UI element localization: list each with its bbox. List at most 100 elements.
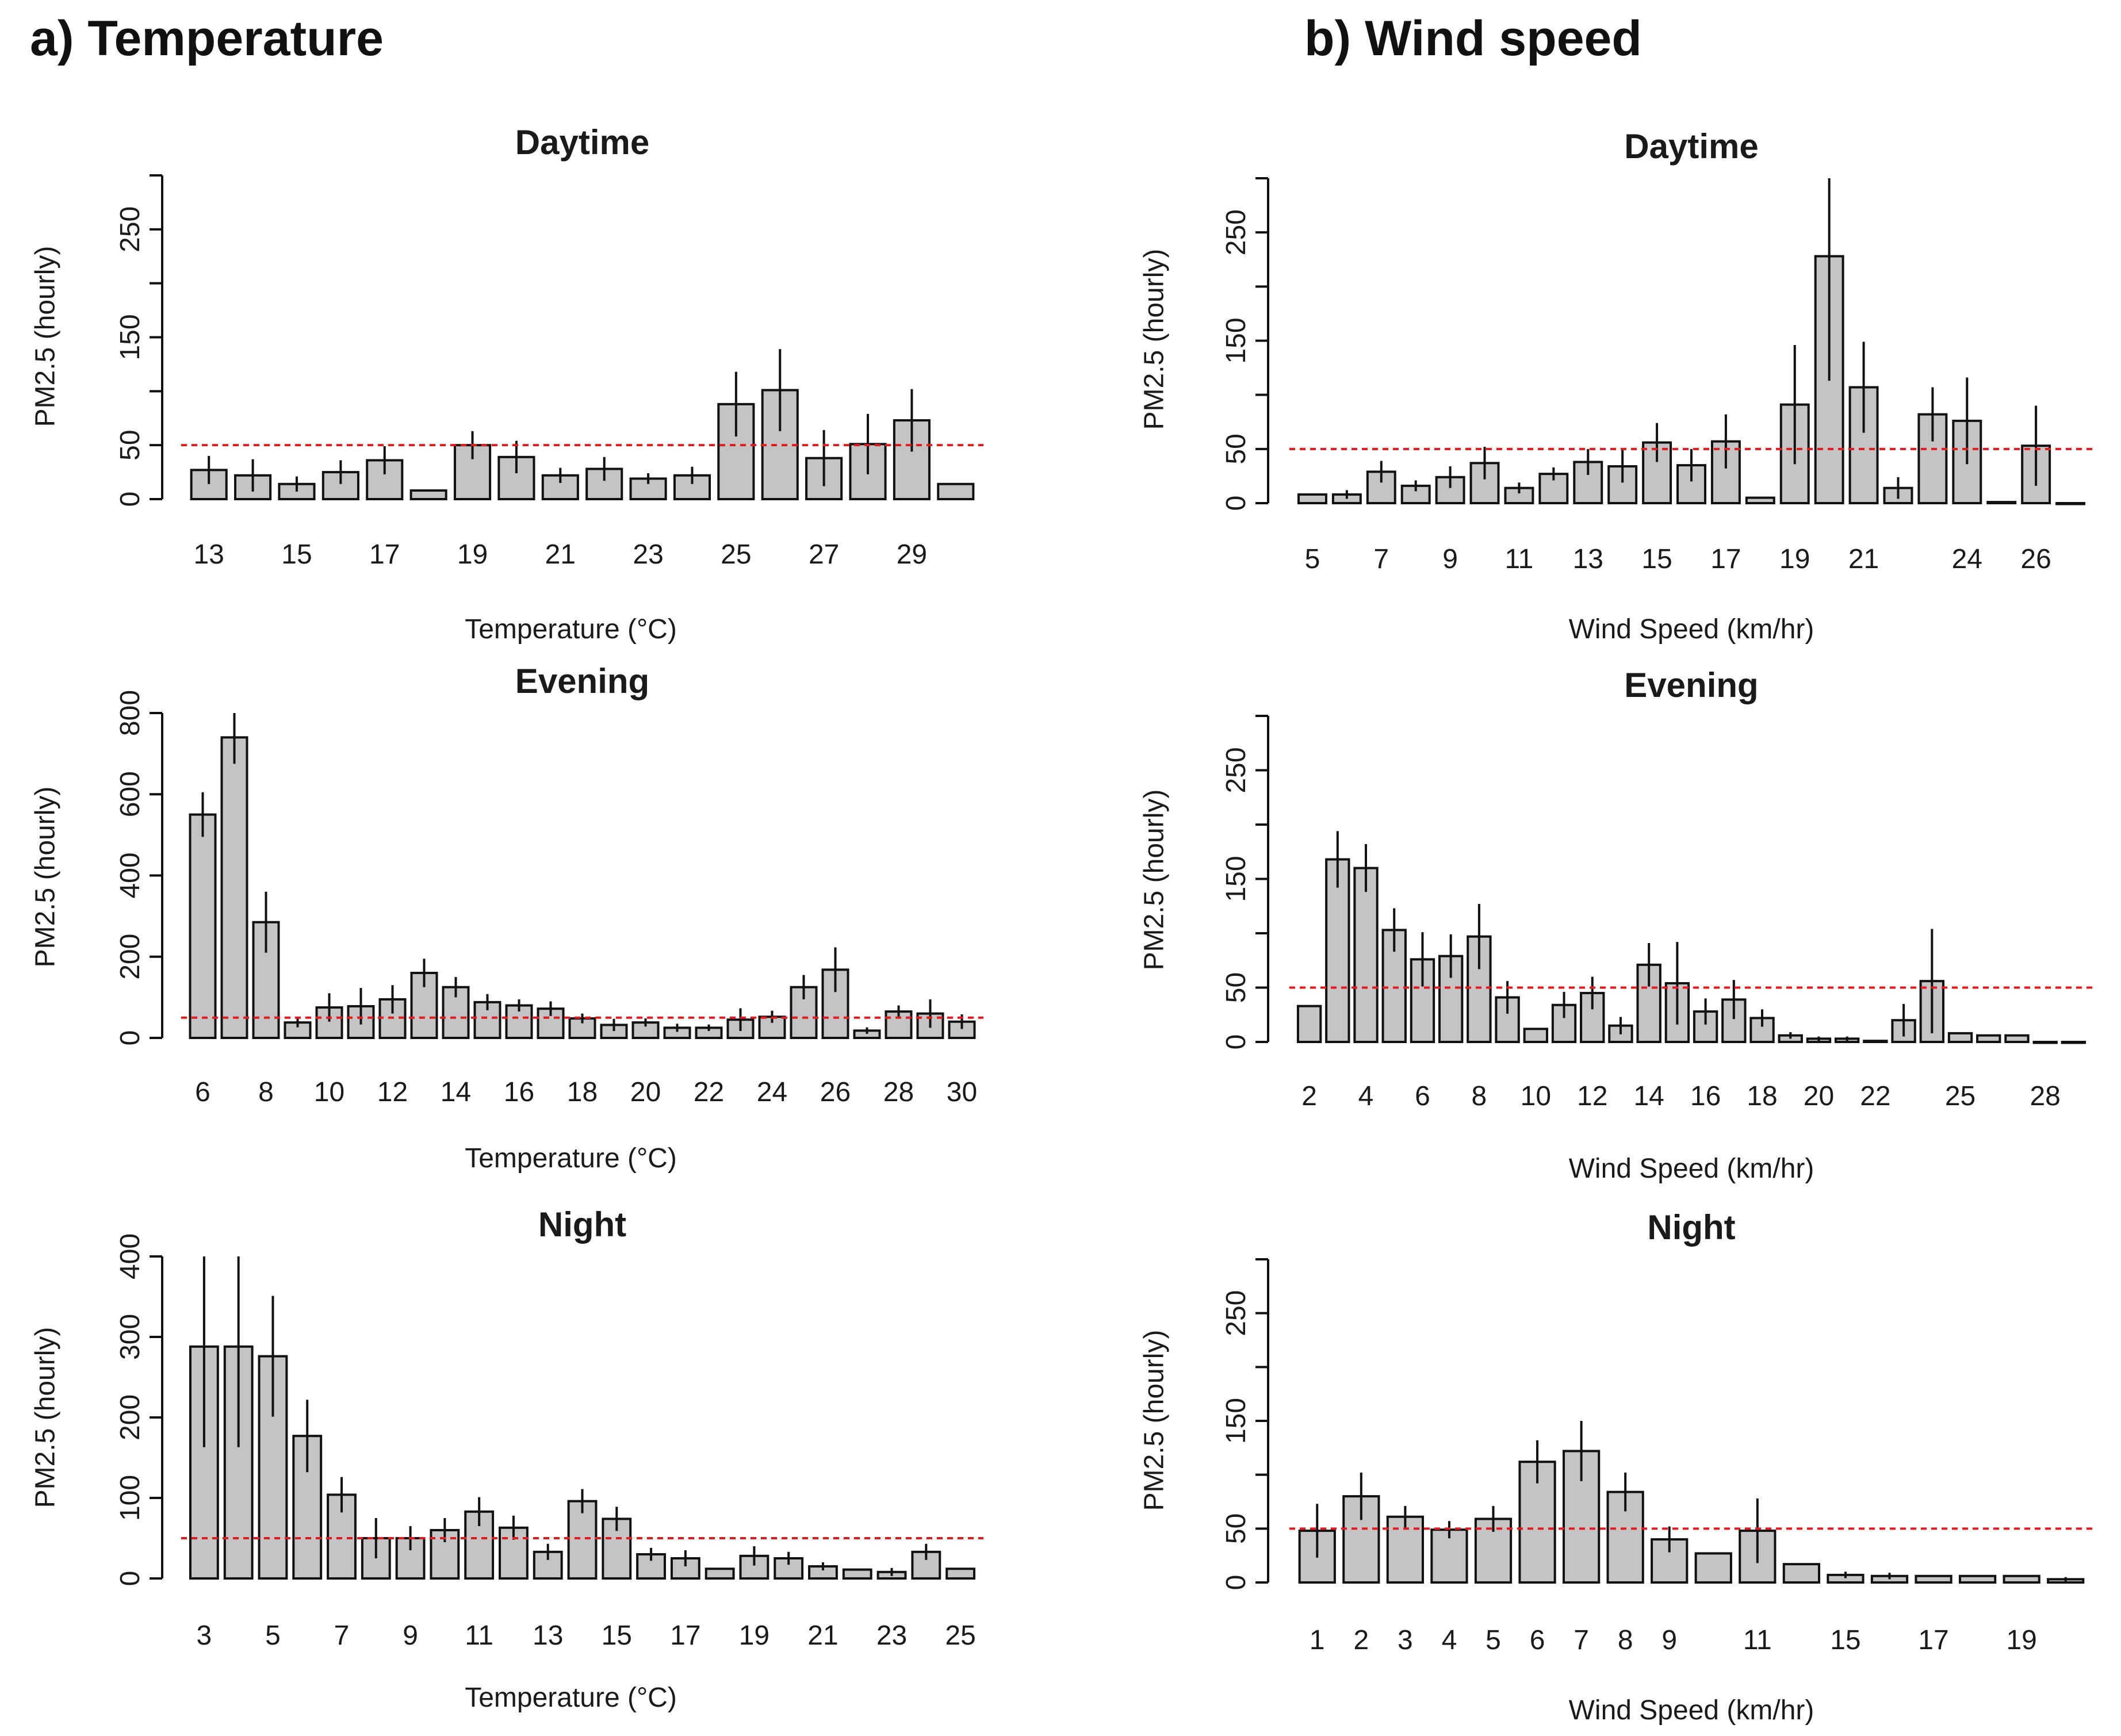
temp_night-y-tick-label: 0 (115, 1571, 146, 1586)
temp_night-x-tick-label: 19 (739, 1620, 769, 1651)
temp_night-x-tick-label: 11 (465, 1620, 493, 1651)
wind_day-x-tick-label: 11 (1505, 544, 1534, 574)
wind_evening-x-tick-label: 14 (1633, 1081, 1664, 1112)
temp_evening-x-tick-label: 20 (630, 1077, 661, 1107)
wind_evening-x-tick-label: 22 (1860, 1081, 1890, 1112)
temp_day-x-tick-label: 27 (809, 539, 839, 570)
temp_day-title: Daytime (515, 123, 649, 162)
temp_night-bar (705, 1568, 735, 1580)
wind_night-y-tick-label: 0 (1221, 1575, 1251, 1591)
wind_night-x-tick-label: 15 (1830, 1625, 1860, 1655)
wind_night-y-tick-label: 150 (1221, 1398, 1251, 1444)
temp_day-y-tick-label: 250 (115, 206, 146, 252)
wind_day-x-tick-label: 5 (1305, 544, 1320, 574)
wind_day-x-tick-label: 24 (1952, 544, 1982, 574)
wind_night-x-tick-label: 11 (1743, 1625, 1772, 1655)
wind_day-ylabel: PM2.5 (hourly) (1139, 249, 1170, 430)
temp_day-x-tick-label: 29 (897, 539, 927, 570)
wind_day-x-tick-label: 7 (1373, 544, 1389, 574)
wind_night-bar (1782, 1563, 1821, 1584)
temp_day-y-tick-label: 50 (115, 430, 146, 460)
wind_evening-bar (1947, 1032, 1973, 1044)
temp_day-x-tick-label: 13 (193, 539, 224, 570)
wind_evening-x-tick-label: 12 (1577, 1081, 1607, 1112)
temp_night-x-tick-label: 15 (602, 1620, 632, 1651)
wind_night-x-tick-label: 8 (1618, 1625, 1633, 1655)
wind_day-bar (2055, 502, 2086, 505)
wind_night-x-tick-label: 17 (1918, 1625, 1948, 1655)
temp_evening-bar (189, 813, 217, 1039)
temp_night-x-tick-label: 23 (876, 1620, 907, 1651)
wind_evening-x-tick-label: 8 (1472, 1081, 1487, 1112)
wind_evening-x-tick-label: 4 (1358, 1081, 1374, 1112)
temp_night-x-tick-label: 9 (403, 1620, 418, 1651)
temp_night-x-tick-label: 5 (265, 1620, 281, 1651)
temp_evening-y-tick-label: 600 (115, 771, 146, 817)
wind_day-y-tick-label: 50 (1221, 434, 1251, 464)
temp_night-ylabel: PM2.5 (hourly) (30, 1327, 61, 1508)
wind_day-bar (1538, 473, 1569, 505)
wind_evening-x-tick-label: 10 (1521, 1081, 1551, 1112)
temp_day-y-tick-label: 0 (115, 492, 146, 507)
wind_day-x-tick-label: 19 (1779, 544, 1810, 574)
temp_night-x-tick-label: 25 (945, 1620, 975, 1651)
wind_evening-bar (1353, 867, 1379, 1043)
temp_evening-x-tick-label: 24 (757, 1077, 787, 1107)
wind_evening-x-tick-label: 28 (2030, 1081, 2060, 1112)
temp_evening-x-tick-label: 28 (883, 1077, 914, 1107)
temp_evening-x-tick-label: 30 (947, 1077, 977, 1107)
temp_evening-bar (220, 736, 248, 1039)
temp_evening-x-tick-label: 14 (441, 1077, 471, 1107)
temp_day-bar (409, 489, 447, 501)
wind_day-xlabel: Wind Speed (km/hr) (1569, 614, 1814, 645)
wind_day-x-tick-label: 15 (1641, 544, 1672, 574)
wind_evening-bar (1523, 1028, 1549, 1043)
temp_day-bar (893, 419, 931, 501)
wind_evening-bar (2004, 1034, 2030, 1044)
wind_day-x-tick-label: 13 (1573, 544, 1603, 574)
temp_day-x-tick-label: 23 (633, 539, 663, 570)
temp_night-y-tick-label: 200 (115, 1394, 146, 1440)
wind_day-y-tick-label: 250 (1221, 209, 1251, 255)
wind_day-bar (1676, 464, 1706, 504)
temp_night-bar (945, 1568, 976, 1580)
temp_evening-ylabel: PM2.5 (hourly) (30, 787, 61, 968)
temp_day-x-tick-label: 25 (721, 539, 751, 570)
wind_evening-title: Evening (1624, 666, 1758, 704)
temp_evening-x-tick-label: 18 (567, 1077, 598, 1107)
temp_evening-y-tick-label: 800 (115, 690, 146, 736)
wind_night-x-tick-label: 19 (2006, 1625, 2036, 1655)
temp_day-x-tick-label: 21 (545, 539, 576, 570)
wind_night-x-tick-label: 3 (1398, 1625, 1413, 1655)
wind_night-x-tick-label: 1 (1310, 1625, 1325, 1655)
wind_night-bar (1958, 1574, 1997, 1584)
temp_evening-x-tick-label: 26 (820, 1077, 851, 1107)
temp_evening-bar (537, 1007, 565, 1040)
wind_day-bar (1642, 441, 1672, 504)
temp_night-x-tick-label: 21 (807, 1620, 838, 1651)
wind_night-x-tick-label: 9 (1661, 1625, 1677, 1655)
temp_evening-y-tick-label: 0 (115, 1030, 146, 1046)
wind_night-x-tick-label: 7 (1573, 1625, 1589, 1655)
temp_night-y-tick-label: 300 (115, 1314, 146, 1360)
wind_night-bar (1915, 1574, 1952, 1584)
wind_evening-x-tick-label: 25 (1945, 1081, 1975, 1112)
wind_evening-x-tick-label: 2 (1301, 1081, 1317, 1112)
temp_night-bar (567, 1500, 598, 1580)
wind_day-title: Daytime (1624, 127, 1758, 166)
wind_evening-x-tick-label: 18 (1747, 1081, 1777, 1112)
temp_day-ylabel: PM2.5 (hourly) (30, 246, 61, 427)
temp_evening-x-tick-label: 10 (314, 1077, 344, 1107)
wind_evening-x-tick-label: 16 (1690, 1081, 1721, 1112)
wind_day-x-tick-label: 26 (2020, 544, 2051, 574)
wind_night-x-tick-label: 6 (1530, 1625, 1545, 1655)
wind_day-bar (1745, 496, 1775, 504)
wind_day-y-tick-label: 0 (1221, 496, 1251, 511)
wind_night-xlabel: Wind Speed (km/hr) (1569, 1695, 1814, 1726)
temp_night-x-tick-label: 13 (533, 1620, 563, 1651)
temp_night-y-tick-label: 400 (115, 1233, 146, 1279)
temp_day-x-tick-label: 19 (457, 539, 488, 570)
wind_evening-y-tick-label: 0 (1221, 1034, 1251, 1050)
temp_evening-y-tick-label: 400 (115, 852, 146, 898)
temp_evening-x-tick-label: 6 (195, 1077, 210, 1107)
